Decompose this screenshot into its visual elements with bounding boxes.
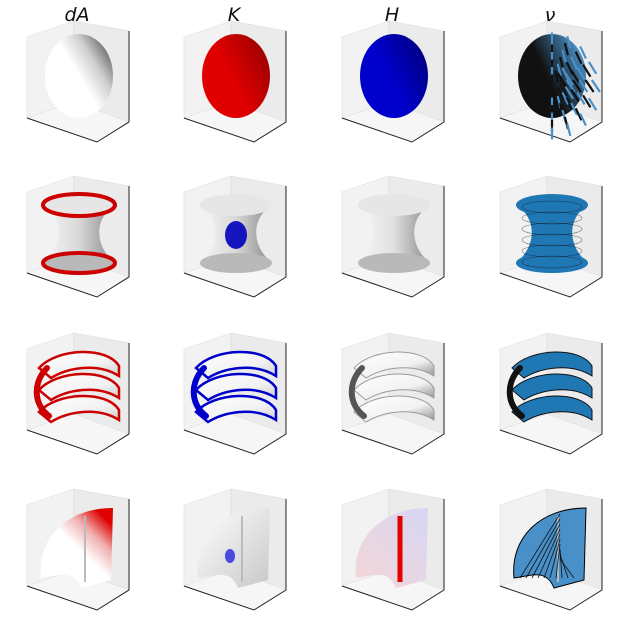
panel-catenoid-K	[183, 175, 287, 298]
catenoid-waist-shading	[225, 221, 247, 249]
panel-cone-patch-H	[341, 488, 445, 611]
axis-lines	[341, 186, 445, 298]
panel-helicoid-ν	[499, 332, 603, 455]
axis-lines	[499, 186, 603, 298]
helicoid-sheet	[353, 351, 435, 379]
panel-cone-patch-K	[183, 488, 287, 611]
catenoid-bottom-rim	[200, 253, 272, 273]
normal-vector	[537, 528, 561, 579]
axis-lines	[183, 186, 287, 298]
catenoid-top-rim	[516, 194, 588, 216]
normal-vector	[555, 543, 561, 579]
column-title-nu: ν	[544, 4, 556, 26]
normal-vector	[543, 533, 561, 579]
helicoid-sheet	[37, 350, 121, 380]
catenoid-bottom-rim	[358, 253, 430, 273]
panel-sphere-ν	[499, 20, 603, 143]
axis-lines	[341, 499, 445, 611]
axis-lines	[183, 31, 287, 143]
sphere-surface	[202, 34, 270, 118]
normal-vector	[559, 558, 575, 579]
axis-lines	[26, 499, 130, 611]
axis-lines	[499, 31, 603, 143]
helicoid-sheet	[511, 351, 593, 379]
normal-grid-line	[521, 200, 583, 214]
curvature-spot	[225, 549, 235, 563]
column-title-dA: dA	[64, 4, 90, 26]
panel-catenoid-H	[341, 175, 445, 298]
panel-helicoid-H	[341, 332, 445, 455]
normal-grid-line	[521, 244, 583, 258]
catenoid-top-rim	[41, 192, 117, 218]
helicoid-sheet	[511, 395, 593, 423]
helicoid-axis-edge	[33, 365, 52, 419]
axis-lines	[341, 31, 445, 143]
panel-catenoid-ν	[499, 175, 603, 298]
catenoid-surface	[358, 205, 430, 263]
normal-vectors	[550, 32, 601, 140]
column-title-H: H	[384, 4, 400, 26]
catenoid-bottom-rim	[41, 251, 117, 275]
panel-helicoid-dA	[26, 332, 130, 455]
helicoid-axis-edge	[506, 365, 525, 419]
column-title-K: K	[227, 4, 241, 26]
normal-vector	[519, 513, 561, 579]
panel-helicoid-K	[183, 332, 287, 455]
normal-vector	[559, 553, 569, 579]
catenoid-top-rim	[200, 194, 272, 216]
sphere-surface	[360, 34, 428, 118]
catenoid-top-rim	[358, 194, 430, 216]
surface-patch	[355, 508, 428, 588]
panel-sphere-dA	[26, 20, 130, 143]
axis-lines	[499, 343, 603, 455]
normal-vector	[549, 538, 561, 579]
helicoid-sheet	[194, 394, 278, 424]
surface-patch	[40, 508, 113, 588]
axis-lines	[26, 186, 130, 298]
panel-cone-patch-dA	[26, 488, 130, 611]
normal-vector	[525, 518, 561, 579]
panel-cone-patch-ν	[499, 488, 603, 611]
axis-lines	[341, 343, 445, 455]
catenoid-surface	[43, 205, 115, 263]
helicoid-sheet	[37, 372, 121, 402]
axis-lines	[499, 499, 603, 611]
helicoid-sheet	[37, 394, 121, 424]
helicoid-sheet	[194, 350, 278, 380]
panel-catenoid-dA	[26, 175, 130, 298]
normal-grid-line	[521, 211, 583, 225]
axis-lines	[183, 343, 287, 455]
axis-lines	[26, 343, 130, 455]
normal-grid-line	[521, 255, 583, 269]
helicoid-axis-edge	[190, 365, 209, 419]
helicoid-axis-edge	[348, 365, 367, 419]
helicoid-sheet	[353, 395, 435, 423]
axis-lines	[26, 31, 130, 143]
surface-patch	[197, 508, 270, 588]
normal-grid-line	[521, 233, 583, 247]
normal-vector	[559, 548, 563, 579]
helicoid-sheet	[353, 373, 435, 401]
panel-sphere-H	[341, 20, 445, 143]
normal-grid-line	[521, 222, 583, 236]
catenoid-bottom-rim	[516, 253, 588, 273]
sphere-surface	[45, 34, 113, 118]
helicoid-sheet	[511, 373, 593, 401]
axis-lines	[183, 499, 287, 611]
normal-vector	[531, 523, 561, 579]
helicoid-sheet	[194, 372, 278, 402]
panel-sphere-K	[183, 20, 287, 143]
